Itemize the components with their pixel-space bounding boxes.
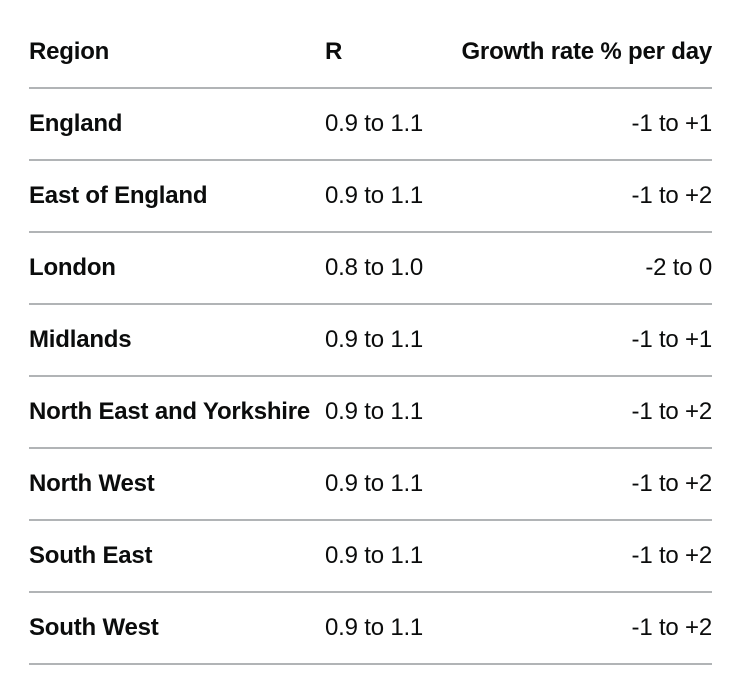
r-value-cell: 0.9 to 1.1 — [325, 160, 450, 233]
region-cell: North West — [29, 448, 325, 521]
column-header-region: Region — [29, 16, 325, 89]
growth-rate-cell: -1 to +2 — [450, 160, 712, 233]
table-row-south-west: South West 0.9 to 1.1 -1 to +2 — [29, 592, 712, 665]
growth-rate-cell: -1 to +2 — [450, 376, 712, 449]
table-row-england: England 0.9 to 1.1 -1 to +1 — [29, 88, 712, 161]
growth-rate-cell: -1 to +1 — [450, 88, 712, 161]
table-row-midlands: Midlands 0.9 to 1.1 -1 to +1 — [29, 304, 712, 377]
table-header-row: Region R Growth rate % per day — [29, 16, 712, 89]
r-value-cell: 0.9 to 1.1 — [325, 520, 450, 593]
table-row-east-of-england: East of England 0.9 to 1.1 -1 to +2 — [29, 160, 712, 233]
table-row-north-west: North West 0.9 to 1.1 -1 to +2 — [29, 448, 712, 521]
growth-rate-cell: -1 to +1 — [450, 304, 712, 377]
region-cell: England — [29, 88, 325, 161]
table-row-north-east-and-yorkshire: North East and Yorkshire 0.9 to 1.1 -1 t… — [29, 376, 712, 449]
r-growth-rate-table: Region R Growth rate % per day England 0… — [29, 16, 712, 665]
column-header-r: R — [325, 16, 450, 89]
region-cell: Midlands — [29, 304, 325, 377]
r-value-cell: 0.8 to 1.0 — [325, 232, 450, 305]
region-cell: North East and Yorkshire — [29, 376, 325, 449]
table-row-london: London 0.8 to 1.0 -2 to 0 — [29, 232, 712, 305]
region-cell: South West — [29, 592, 325, 665]
growth-rate-cell: -2 to 0 — [450, 232, 712, 305]
r-value-cell: 0.9 to 1.1 — [325, 448, 450, 521]
r-value-cell: 0.9 to 1.1 — [325, 376, 450, 449]
column-header-growth-rate: Growth rate % per day — [450, 16, 712, 89]
region-cell: East of England — [29, 160, 325, 233]
r-value-cell: 0.9 to 1.1 — [325, 592, 450, 665]
region-cell: South East — [29, 520, 325, 593]
growth-rate-cell: -1 to +2 — [450, 448, 712, 521]
r-value-cell: 0.9 to 1.1 — [325, 304, 450, 377]
growth-rate-cell: -1 to +2 — [450, 520, 712, 593]
table-row-south-east: South East 0.9 to 1.1 -1 to +2 — [29, 520, 712, 593]
region-cell: London — [29, 232, 325, 305]
r-growth-table-container: Region R Growth rate % per day England 0… — [29, 16, 712, 665]
r-value-cell: 0.9 to 1.1 — [325, 88, 450, 161]
growth-rate-cell: -1 to +2 — [450, 592, 712, 665]
